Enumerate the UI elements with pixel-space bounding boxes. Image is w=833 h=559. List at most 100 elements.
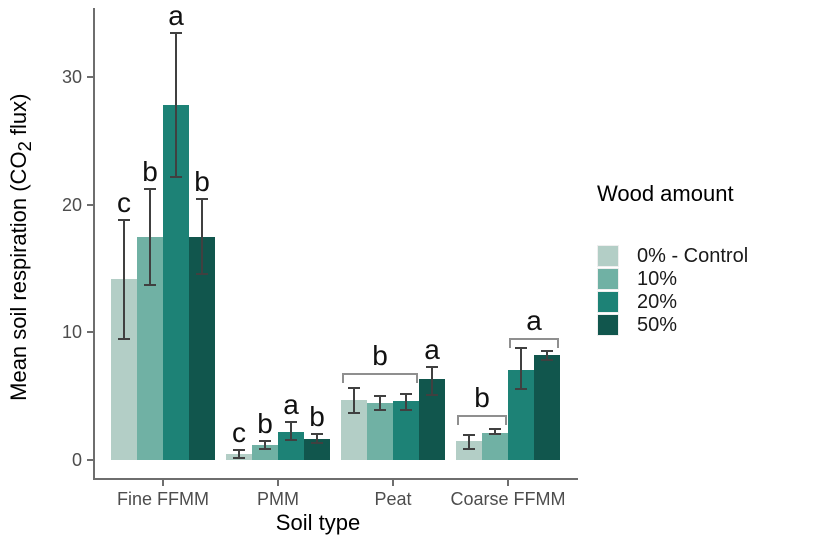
legend-swatch <box>598 269 618 289</box>
error-bar-cap-top <box>541 350 553 353</box>
error-bar-cap-top <box>233 449 245 452</box>
x-tick-label: Peat <box>374 489 412 509</box>
error-bar-line <box>238 450 240 459</box>
legend-swatch <box>598 246 618 266</box>
error-bar-cap-bottom <box>463 448 475 451</box>
error-bar-line <box>264 440 266 449</box>
y-tick <box>87 331 93 334</box>
legend-key <box>597 268 619 290</box>
bar <box>456 441 482 460</box>
error-bar-cap-bottom <box>170 175 182 178</box>
legend-swatch <box>598 292 618 312</box>
x-tick <box>277 480 279 486</box>
error-bar-cap-bottom <box>374 409 386 412</box>
error-bar-cap-top <box>463 434 475 437</box>
legend-label: 20% <box>637 291 678 313</box>
legend-label: 0% - Control <box>637 245 749 267</box>
error-bar-line <box>468 435 470 450</box>
significance-letter: b <box>309 401 325 433</box>
error-bar-cap-bottom <box>489 433 501 436</box>
y-tick <box>87 75 93 78</box>
error-bar-cap-bottom <box>541 358 553 361</box>
error-bar-cap-bottom <box>515 388 527 391</box>
error-bar-cap-top <box>489 428 501 431</box>
error-bar-cap-top <box>259 439 271 442</box>
legend-item: 0% - Control <box>597 245 797 267</box>
legend-title: Wood amount <box>597 181 734 206</box>
error-bar-cap-top <box>311 433 323 436</box>
significance-letter: b <box>142 156 158 188</box>
y-tick-label: 10 <box>61 322 82 343</box>
x-axis-line <box>93 478 578 480</box>
legend-label: 10% <box>637 268 678 290</box>
significance-bracket-label: a <box>526 305 542 337</box>
error-bar-cap-bottom <box>118 337 130 340</box>
error-bar-cap-top <box>374 395 386 398</box>
legend-item: 20% <box>597 291 797 313</box>
x-tick-label: Coarse FFMM <box>450 489 566 509</box>
error-bar-cap-top <box>515 347 527 350</box>
error-bar-cap-top <box>285 420 297 423</box>
error-bar-cap-top <box>196 198 208 201</box>
error-bar-cap-bottom <box>144 284 156 287</box>
legend-item: 10% <box>597 268 797 290</box>
significance-letter: c <box>117 186 131 218</box>
x-tick <box>162 480 164 486</box>
error-bar-line <box>520 348 522 390</box>
significance-letter: c <box>232 417 246 449</box>
significance-bracket <box>509 338 559 349</box>
legend: Wood amount 0% - Control 10% 20% 50% <box>597 181 748 336</box>
error-bar-line <box>405 394 407 410</box>
error-bar-cap-bottom <box>285 439 297 442</box>
significance-letter: a <box>283 388 299 420</box>
significance-bracket-label: b <box>474 382 490 414</box>
x-tick-label: PMM <box>257 489 299 509</box>
bar <box>534 355 560 460</box>
error-bar-cap-top <box>118 218 130 221</box>
legend-item: 50% <box>597 314 797 336</box>
legend-key <box>597 314 619 336</box>
bar <box>304 438 330 460</box>
x-tick <box>507 480 509 486</box>
error-bar-line <box>379 396 381 411</box>
significance-letter: b <box>257 407 273 439</box>
significance-letter: a <box>424 333 440 365</box>
error-bar-cap-bottom <box>348 411 360 414</box>
error-bar-cap-top <box>400 393 412 396</box>
y-axis-line <box>93 8 95 480</box>
legend-label: 50% <box>637 314 678 336</box>
y-tick-label: 0 <box>71 450 82 470</box>
error-bar-line <box>149 189 151 286</box>
error-bar-cap-top <box>170 32 182 35</box>
y-tick-label: 30 <box>61 66 82 87</box>
y-tick-label: 20 <box>61 194 82 215</box>
significance-letter: a <box>168 0 184 32</box>
error-bar-cap-top <box>144 188 156 191</box>
error-bar-cap-top <box>426 365 438 368</box>
error-bar-line <box>494 429 496 435</box>
error-bar-line <box>353 388 355 413</box>
significance-letter: b <box>194 166 210 198</box>
y-tick <box>87 203 93 206</box>
error-bar-cap-bottom <box>311 442 323 445</box>
legend-key <box>597 245 619 267</box>
bar <box>252 445 278 460</box>
bar <box>393 401 419 460</box>
error-bar-line <box>201 199 203 274</box>
error-bar-line <box>316 434 318 444</box>
error-bar-line <box>175 33 177 177</box>
legend-swatch <box>598 315 618 335</box>
error-bar-line <box>290 421 292 441</box>
bar <box>482 432 508 460</box>
significance-bracket <box>342 373 418 384</box>
error-bar-line <box>546 351 548 360</box>
error-bar-cap-bottom <box>259 447 271 450</box>
x-tick-label: Fine FFMM <box>117 489 209 509</box>
error-bar-cap-bottom <box>426 393 438 396</box>
error-bar-cap-top <box>348 387 360 390</box>
significance-bracket-label: b <box>372 340 388 372</box>
x-axis-title: Soil type <box>275 510 361 535</box>
error-bar-cap-bottom <box>233 457 245 460</box>
